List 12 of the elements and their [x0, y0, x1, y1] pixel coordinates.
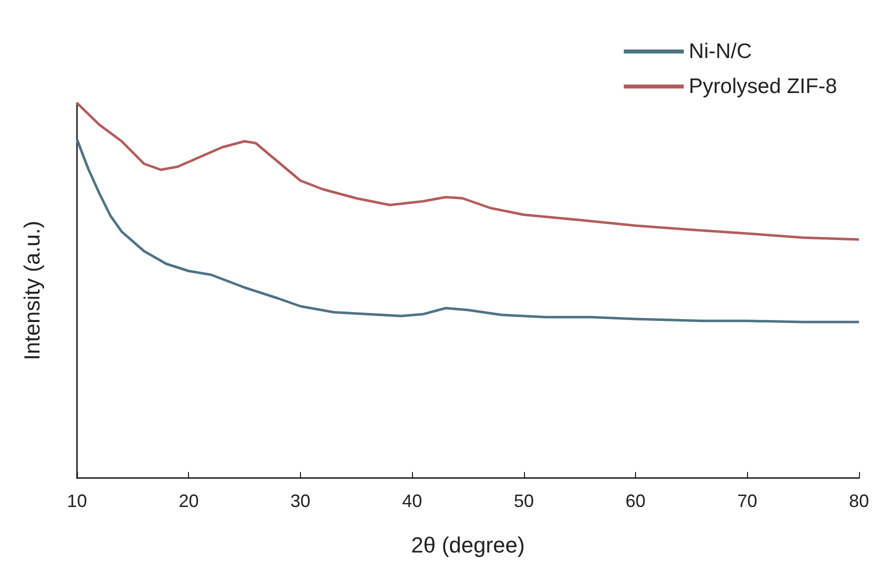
x-tick-label: 50 [514, 491, 534, 511]
legend-label: Pyrolysed ZIF-8 [688, 75, 838, 98]
x-tick-label: 40 [402, 491, 422, 511]
legend-label: Ni-N/C [688, 40, 752, 63]
x-tick-label: 10 [66, 491, 88, 511]
x-tick-label: 80 [848, 491, 870, 511]
x-tick-label: 60 [626, 491, 646, 511]
x-tick-label: 20 [178, 491, 199, 511]
x-tick-label: 30 [290, 491, 310, 511]
x-tick-label: 70 [737, 491, 758, 511]
x-axis-title: 2θ (degree) [411, 532, 525, 558]
y-axis-title: Intensity (a.u.) [20, 220, 44, 360]
